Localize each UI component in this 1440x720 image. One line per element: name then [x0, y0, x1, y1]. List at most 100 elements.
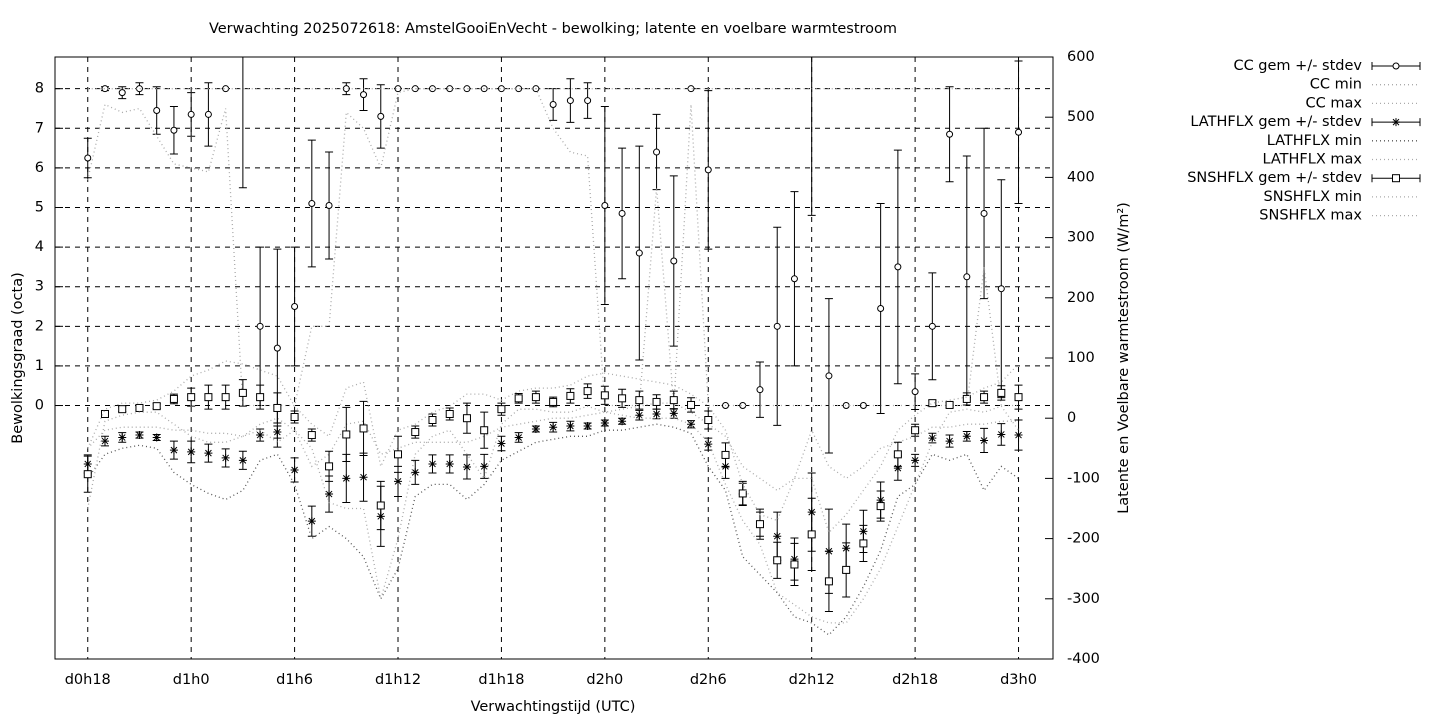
y-tick-label: 3 — [35, 279, 44, 295]
plot-area — [83, 57, 1023, 636]
x-tick-label: d1h12 — [375, 672, 421, 688]
marker — [83, 470, 92, 479]
y2-tick-label: 200 — [1067, 290, 1095, 306]
y2-tick-label: 400 — [1067, 169, 1095, 185]
marker — [739, 402, 747, 410]
marker — [256, 431, 265, 440]
marker — [877, 304, 885, 312]
legend-marker — [1392, 62, 1400, 70]
marker — [963, 273, 971, 281]
marker — [411, 468, 420, 477]
marker — [307, 517, 316, 526]
y2-tick-label: -100 — [1067, 470, 1100, 486]
marker — [238, 388, 247, 397]
marker — [1014, 431, 1023, 440]
marker — [135, 403, 144, 412]
marker — [359, 424, 368, 433]
marker — [497, 405, 506, 414]
marker — [187, 110, 195, 118]
marker — [238, 456, 247, 465]
marker — [755, 520, 764, 529]
legend-label: LATHFLX max — [1262, 152, 1362, 168]
y2-tick-label: 0 — [1067, 410, 1076, 426]
marker — [756, 386, 764, 394]
legend-label: CC max — [1306, 95, 1363, 111]
marker — [738, 489, 747, 498]
marker — [583, 422, 592, 431]
marker — [291, 303, 299, 311]
series-line — [87, 402, 1019, 492]
y2-tick-label: 100 — [1067, 350, 1095, 366]
marker — [652, 409, 661, 418]
marker — [807, 530, 816, 539]
marker — [928, 322, 936, 330]
marker — [411, 428, 420, 437]
marker — [980, 209, 988, 217]
marker — [653, 148, 661, 156]
marker — [704, 416, 713, 425]
legend-label: CC gem +/- stdev — [1233, 58, 1362, 74]
marker — [824, 577, 833, 586]
marker — [962, 394, 971, 403]
marker — [945, 437, 954, 446]
marker — [859, 539, 868, 548]
marker — [773, 322, 781, 330]
y-tick-label: 8 — [35, 81, 44, 97]
marker — [980, 393, 989, 402]
marker — [100, 437, 109, 446]
marker — [342, 85, 350, 93]
marker — [84, 154, 92, 162]
marker — [290, 465, 299, 474]
marker — [394, 85, 402, 93]
marker — [928, 399, 937, 408]
marker — [825, 372, 833, 380]
marker — [790, 560, 799, 569]
marker — [135, 85, 143, 93]
marker — [704, 166, 712, 174]
x-tick-label: d2h18 — [892, 672, 938, 688]
marker — [480, 426, 489, 435]
marker — [618, 209, 626, 217]
marker — [601, 202, 609, 210]
marker — [376, 501, 385, 510]
marker — [980, 436, 989, 445]
marker — [204, 393, 213, 402]
marker — [583, 387, 592, 396]
marker — [169, 394, 178, 403]
marker — [394, 477, 403, 486]
marker — [204, 110, 212, 118]
marker — [342, 430, 351, 439]
y2-tick-label: -300 — [1067, 591, 1100, 607]
series-line — [87, 405, 1020, 624]
marker — [446, 85, 454, 93]
marker — [445, 459, 454, 468]
chart-title: Verwachting 2025072618: AmstelGooiEnVech… — [209, 21, 897, 37]
marker — [946, 130, 954, 138]
marker — [894, 263, 902, 271]
marker — [997, 430, 1006, 439]
legend-label: SNSHFLX gem +/- stdev — [1187, 170, 1362, 186]
x-tick-label: d2h6 — [690, 672, 727, 688]
legend-marker — [1392, 174, 1400, 183]
marker — [911, 388, 919, 396]
marker — [635, 411, 644, 420]
legend-label: SNSHFLX min — [1264, 189, 1362, 205]
x-tick-label: d0h18 — [65, 672, 111, 688]
marker — [635, 396, 644, 405]
marker — [687, 85, 695, 93]
marker — [152, 433, 161, 442]
marker — [997, 285, 1005, 293]
error-bar — [238, 57, 247, 189]
marker — [325, 462, 334, 471]
marker — [290, 412, 299, 421]
x-tick-label: d2h0 — [586, 672, 623, 688]
series-line — [87, 360, 1019, 534]
marker — [514, 433, 523, 442]
y2-tick-label: -200 — [1067, 531, 1100, 547]
y-tick-label: 2 — [35, 318, 44, 334]
marker — [308, 200, 316, 208]
marker — [618, 394, 627, 403]
legend-label: CC min — [1310, 77, 1362, 93]
marker — [152, 402, 161, 411]
